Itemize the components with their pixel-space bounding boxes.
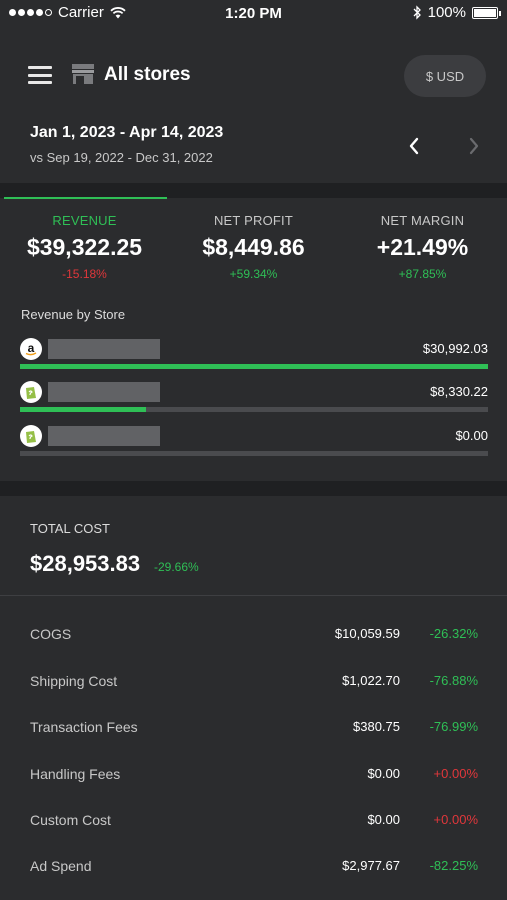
wifi-icon — [110, 6, 126, 18]
date-range[interactable]: Jan 1, 2023 - Apr 14, 2023 — [30, 124, 224, 141]
cost-value: $1,022.70 — [342, 673, 400, 688]
currency-button[interactable]: $ USD — [404, 55, 486, 97]
cost-row-cogs[interactable]: COGS $10,059.59 -26.32% — [30, 626, 478, 648]
section-divider — [0, 183, 507, 198]
battery-percent: 100% — [427, 4, 466, 21]
metric-label: NET PROFIT — [213, 213, 294, 228]
store-icon — [72, 64, 94, 84]
cost-row-custom-cost[interactable]: Custom Cost $0.00 +0.00% — [30, 812, 478, 834]
status-left: Carrier — [9, 4, 126, 21]
store-bar-fill — [20, 364, 488, 369]
store-name-redacted — [48, 382, 160, 402]
cost-change: +0.00% — [433, 766, 478, 781]
cost-name: Ad Spend — [30, 858, 92, 874]
metric-change: -15.18% — [62, 267, 107, 281]
section-divider — [0, 481, 507, 496]
cost-row-transaction-fees[interactable]: Transaction Fees $380.75 -76.99% — [30, 719, 478, 741]
app-header: All stores $ USD — [0, 50, 507, 100]
status-right: 100% — [412, 4, 501, 21]
metric-value: $8,449.86 — [202, 234, 305, 260]
shopify-logo-icon — [20, 381, 42, 403]
cost-name: Custom Cost — [30, 812, 111, 828]
revenue-by-store-title: Revenue by Store — [21, 307, 126, 322]
carrier-label: Carrier — [58, 4, 104, 21]
cost-value: $0.00 — [367, 766, 400, 781]
cost-row-shipping[interactable]: Shipping Cost $1,022.70 -76.88% — [30, 673, 478, 695]
store-row[interactable]: $8,330.22 — [20, 381, 488, 421]
cost-row-ad-spend[interactable]: Ad Spend $2,977.67 -82.25% — [30, 858, 478, 880]
store-amount: $0.00 — [455, 428, 488, 443]
chevron-left-icon[interactable] — [408, 136, 420, 156]
amazon-logo-icon: a — [20, 338, 42, 360]
store-bar-track — [20, 407, 488, 412]
total-cost-label: TOTAL COST — [30, 521, 110, 536]
cost-change: +0.00% — [433, 812, 478, 827]
store-row[interactable]: $0.00 — [20, 425, 488, 465]
cost-name: Shipping Cost — [30, 673, 118, 689]
bluetooth-icon — [413, 5, 421, 20]
chevron-right-icon[interactable] — [468, 136, 480, 156]
cost-change: -76.99% — [429, 719, 478, 734]
cost-change: -82.25% — [429, 858, 478, 873]
metric-value: +21.49% — [376, 234, 469, 260]
store-bar-fill — [20, 407, 147, 412]
cost-value: $0.00 — [367, 812, 400, 827]
total-cost-value: $28,953.83 — [30, 551, 141, 576]
status-time: 1:20 PM — [225, 5, 282, 22]
total-cost-change: -29.66% — [154, 560, 199, 574]
cost-name: Handling Fees — [30, 766, 121, 782]
page-title[interactable]: All stores — [104, 64, 191, 85]
cost-value: $2,977.67 — [342, 858, 400, 873]
metric-change: +87.85% — [398, 267, 447, 281]
cost-name: Transaction Fees — [30, 719, 138, 735]
compare-date-range: vs Sep 19, 2022 - Dec 31, 2022 — [30, 150, 213, 165]
status-bar: Carrier 1:20 PM 100% — [0, 0, 507, 28]
active-tab-indicator — [4, 197, 167, 199]
store-amount: $8,330.22 — [430, 384, 488, 399]
store-bar-track — [20, 364, 488, 369]
tab-net-profit[interactable]: NET PROFIT $8,449.86 +59.34% — [169, 213, 338, 281]
store-amount: $30,992.03 — [422, 341, 488, 356]
cost-value: $10,059.59 — [334, 626, 400, 641]
metric-label: NET MARGIN — [380, 213, 465, 228]
metric-label: REVENUE — [52, 213, 117, 228]
cost-row-handling-fees[interactable]: Handling Fees $0.00 +0.00% — [30, 766, 478, 788]
metric-change: +59.34% — [229, 267, 278, 281]
store-name-redacted — [48, 426, 160, 446]
tab-revenue[interactable]: REVENUE $39,322.25 -15.18% — [0, 213, 169, 281]
signal-strength-icon — [9, 9, 52, 16]
battery-icon — [472, 6, 501, 19]
menu-icon[interactable] — [28, 66, 52, 84]
store-row[interactable]: a $30,992.03 — [20, 338, 488, 378]
metric-value: $39,322.25 — [26, 234, 143, 260]
store-bar-track — [20, 451, 488, 456]
store-name-redacted — [48, 339, 160, 359]
tab-net-margin[interactable]: NET MARGIN +21.49% +87.85% — [338, 213, 507, 281]
shopify-logo-icon — [20, 425, 42, 447]
svg-text:a: a — [28, 341, 35, 355]
cost-value: $380.75 — [353, 719, 400, 734]
cost-name: COGS — [30, 626, 72, 642]
cost-change: -76.88% — [429, 673, 478, 688]
cost-change: -26.32% — [429, 626, 478, 641]
divider — [0, 595, 507, 596]
